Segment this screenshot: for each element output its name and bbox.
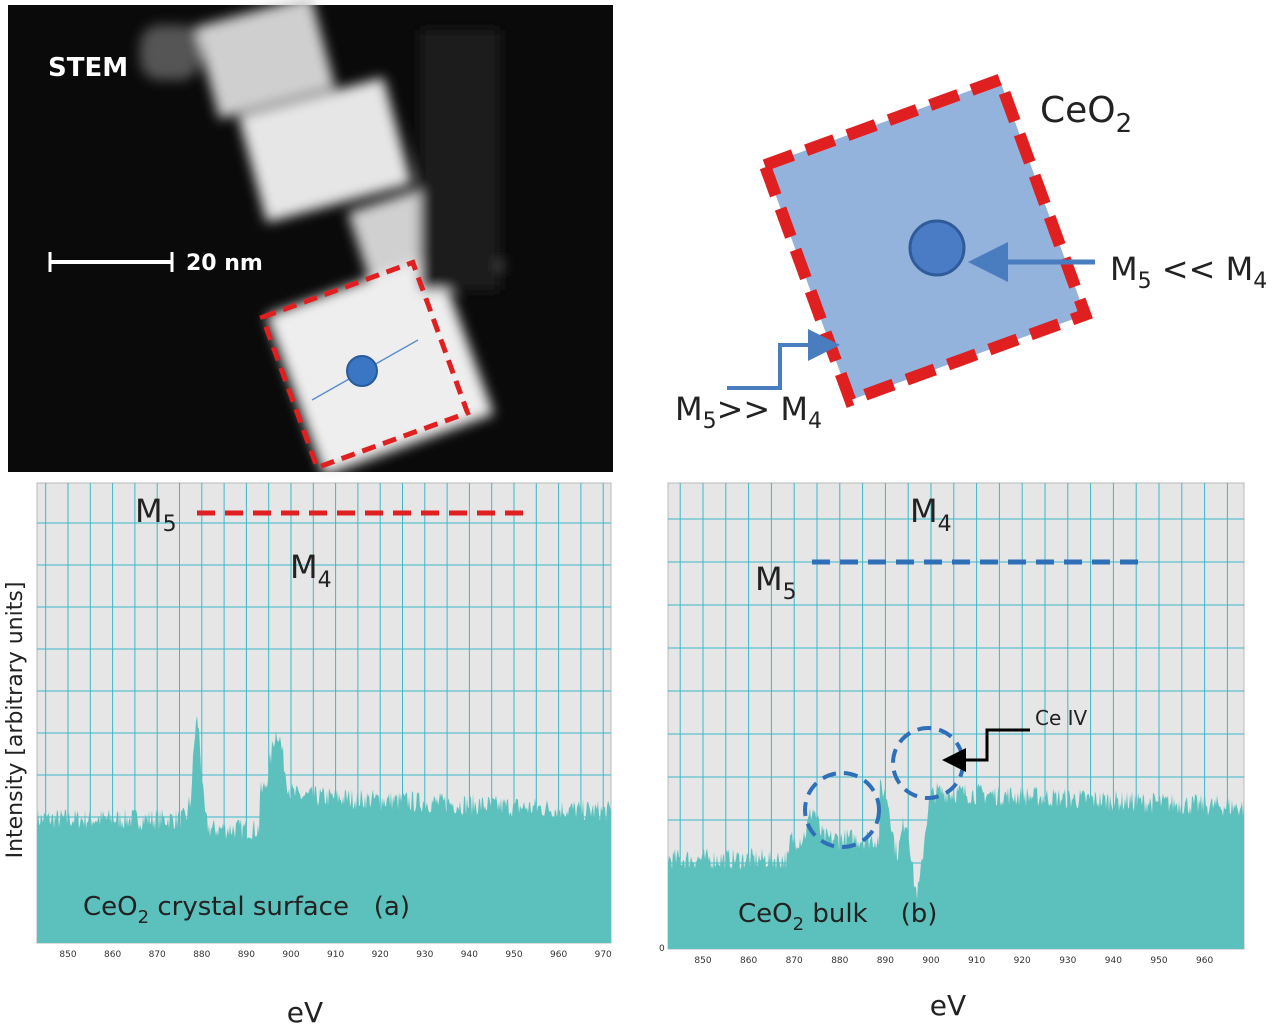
note-m: >> M [717, 390, 808, 428]
cap: bulk (b) [804, 899, 937, 929]
schematic: CeO2 M5 << M4 M5>> M4 [675, 80, 1267, 434]
note-sub: 5 [703, 409, 717, 434]
cap: CeO [738, 899, 793, 929]
y-origin: 0 [659, 944, 665, 954]
x-tick-label: 860 [104, 950, 121, 960]
x-tick-label: 850 [694, 956, 711, 966]
x-tick-label: 970 [595, 950, 612, 960]
x-tick-label: 920 [372, 950, 389, 960]
sub: 4 [938, 512, 952, 537]
formula: CeO2 [1040, 90, 1132, 139]
x-tick-label: 850 [59, 950, 76, 960]
x-tick-label: 920 [1014, 956, 1031, 966]
x-tick-label: 860 [740, 956, 757, 966]
figure: STEM 20 nm CeO2 M5 << M4 M5>> M4 M5 M4 C… [0, 0, 1281, 1032]
x-tick-label: 940 [1105, 956, 1122, 966]
cap-sub: 2 [793, 914, 804, 935]
ce-note: Ce IV [1035, 706, 1088, 730]
x-tick-label: 870 [149, 950, 166, 960]
x-tick-label: 870 [786, 956, 803, 966]
spectrum-b: Ce IV M5 M4 CeO2 bulk (b) 0 eV [659, 483, 1244, 1022]
x-tick-label: 890 [238, 950, 255, 960]
sub: 5 [163, 512, 177, 537]
x-tick-label: 910 [327, 950, 344, 960]
x-tick-label: 950 [505, 950, 522, 960]
note-sub: 4 [1253, 269, 1267, 294]
m: M [135, 492, 163, 530]
m: M [755, 560, 783, 598]
sub: 5 [783, 580, 797, 605]
x-axis-label: eV [930, 989, 966, 1022]
x-tick-label: 930 [416, 950, 433, 960]
x-tick-label: 900 [282, 950, 299, 960]
x-tick-label: 940 [461, 950, 478, 960]
cap: CeO [83, 892, 138, 922]
note-sub: 4 [808, 409, 822, 434]
sub: 4 [318, 568, 332, 593]
y-axis-label: Intensity [arbitrary units] [3, 582, 28, 859]
spectrum-a: M5 M4 CeO2 crystal surface (a) Intensity… [3, 483, 611, 1029]
edge-note: M5>> M4 [675, 390, 822, 434]
center-note: M5 << M4 [1110, 250, 1267, 294]
m: M [290, 548, 318, 586]
x-tick-label: 930 [1059, 956, 1076, 966]
x-tick-label: 890 [877, 956, 894, 966]
formula-main: CeO [1040, 90, 1116, 131]
scale-bar-label: 20 nm [186, 251, 263, 276]
note-m: << M [1152, 250, 1254, 288]
note-m: M [675, 390, 703, 428]
x-tick-label: 880 [831, 956, 848, 966]
x-axis-label: eV [287, 996, 323, 1029]
x-tick-label: 960 [1196, 956, 1213, 966]
stem-image: STEM 20 nm [8, 0, 613, 476]
x-tick-label: 960 [550, 950, 567, 960]
x-tick-label: 910 [968, 956, 985, 966]
note-sub: 5 [1138, 269, 1152, 294]
formula-sub: 2 [1116, 109, 1133, 139]
cap: crystal surface (a) [149, 892, 410, 922]
x-tick-label: 880 [193, 950, 210, 960]
stem-label: STEM [48, 53, 128, 83]
x-tick-label: 900 [922, 956, 939, 966]
cap-sub: 2 [138, 907, 149, 928]
m: M [910, 492, 938, 530]
note-m: M [1110, 250, 1138, 288]
x-tick-label: 950 [1150, 956, 1167, 966]
